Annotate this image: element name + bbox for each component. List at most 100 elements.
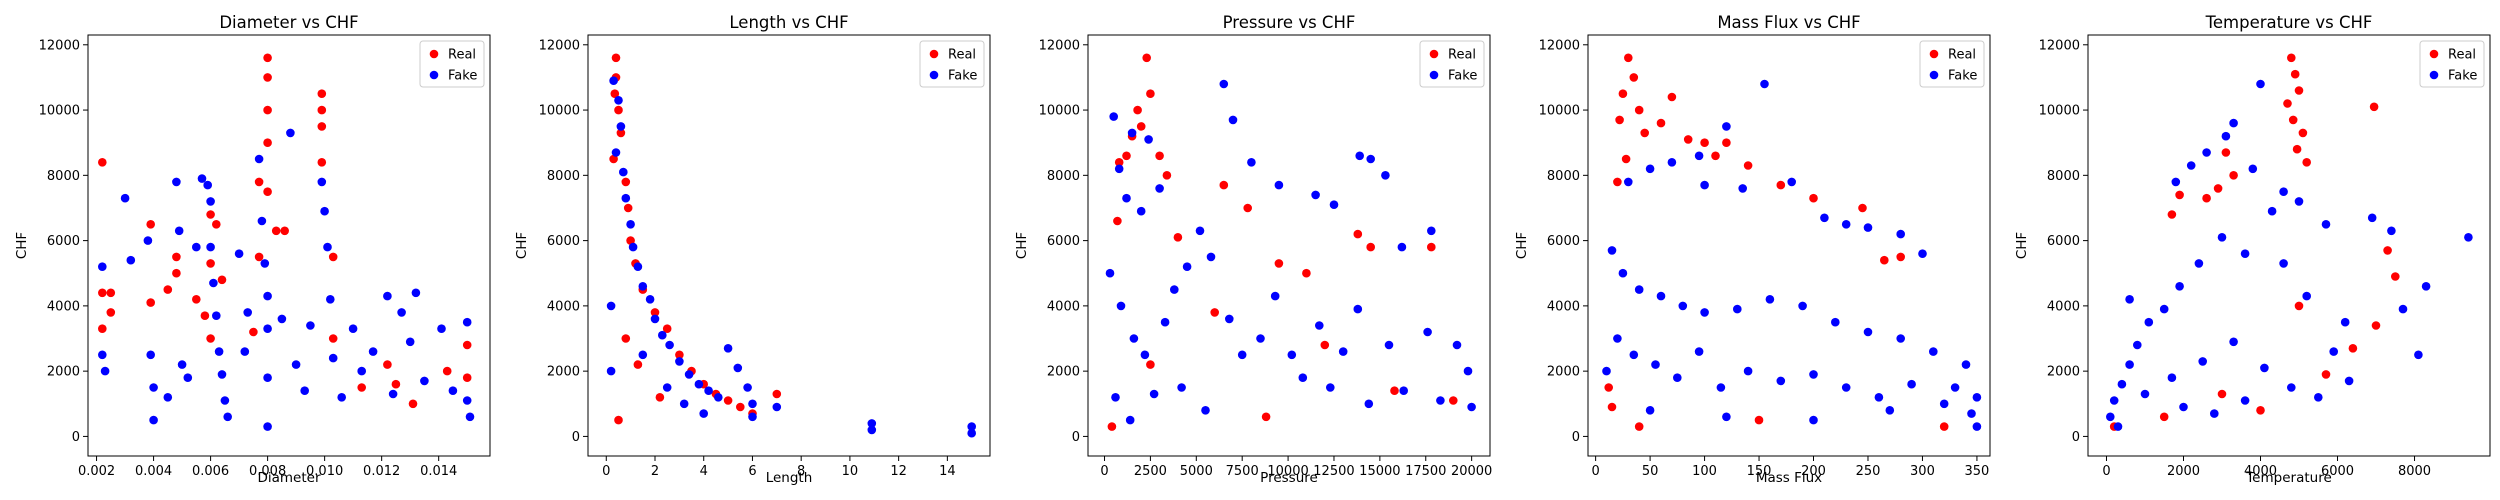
scatter-point-real — [1122, 151, 1131, 161]
scatter-point-fake — [149, 415, 158, 425]
scatter-point-real — [212, 220, 221, 229]
scatter-point-fake — [633, 262, 643, 272]
scatter-point-fake — [2140, 389, 2150, 399]
x-tick-label: 8 — [797, 464, 805, 479]
scatter-point-fake — [1967, 409, 1976, 418]
scatter-point-fake — [146, 350, 155, 360]
scatter-point-real — [1776, 180, 1786, 190]
chart-title: Mass Flux vs CHF — [1717, 13, 1860, 32]
scatter-point-fake — [619, 167, 628, 177]
scatter-point-fake — [260, 259, 270, 268]
scatter-point-fake — [437, 324, 446, 334]
scatter-point-real — [614, 105, 623, 115]
scatter-point-fake — [2113, 422, 2123, 431]
legend-marker-real — [2429, 49, 2439, 59]
scatter-point-fake — [2260, 363, 2269, 373]
x-tick-label: 0 — [1591, 464, 1599, 479]
legend-marker-fake — [429, 70, 439, 80]
scatter-point-fake — [2159, 304, 2169, 314]
scatter-point-real — [254, 177, 264, 187]
scatter-point-fake — [723, 344, 733, 353]
scatter-point-real — [1809, 193, 1818, 203]
scatter-point-fake — [1618, 268, 1628, 278]
scatter-point-fake — [1170, 285, 1179, 294]
scatter-point-fake — [383, 291, 392, 301]
y-tick-label: 4000 — [2047, 299, 2080, 314]
scatter-point-fake — [462, 396, 472, 405]
x-tick-label: 5000 — [1180, 464, 1213, 479]
scatter-point-fake — [1694, 347, 1704, 356]
scatter-point-fake — [1885, 406, 1895, 415]
scatter-point-fake — [1364, 399, 1374, 409]
scatter-point-real — [1700, 138, 1709, 147]
scatter-point-real — [1667, 92, 1677, 102]
scatter-point-fake — [1874, 393, 1884, 402]
y-tick-label: 12000 — [1539, 38, 1580, 53]
scatter-point-real — [662, 324, 672, 334]
series-real — [98, 53, 472, 409]
x-tick-label: 2500 — [1134, 464, 1167, 479]
axes-frame — [1587, 34, 1991, 457]
scatter-point-real — [1146, 360, 1155, 369]
scatter-point-fake — [1765, 295, 1775, 304]
scatter-point-fake — [2344, 376, 2354, 386]
scatter-point-real — [1113, 216, 1122, 226]
scatter-point-fake — [1809, 415, 1818, 425]
legend-label-real: Real — [448, 48, 476, 63]
scatter-point-fake — [1114, 164, 1124, 174]
scatter-point-fake — [1136, 206, 1146, 216]
x-tick-label: 0.012 — [363, 464, 400, 479]
scatter-point-fake — [1436, 396, 1445, 405]
y-tick-label: 12000 — [539, 38, 580, 53]
x-tick-label: 10 — [842, 464, 859, 479]
scatter-point-real — [1173, 233, 1183, 242]
scatter-point-real — [2159, 412, 2169, 422]
scatter-point-real — [1858, 203, 1867, 213]
scatter-point-fake — [1798, 301, 1807, 311]
scatter-point-fake — [1315, 321, 1324, 330]
scatter-point-fake — [2464, 233, 2473, 242]
scatter-point-fake — [462, 317, 472, 327]
scatter-point-fake — [772, 402, 782, 412]
y-tick-label: 10000 — [1039, 104, 1080, 119]
scatter-point-real — [106, 288, 116, 298]
scatter-point-real — [98, 324, 107, 334]
x-tick-label: 15000 — [1359, 464, 1400, 479]
scatter-point-fake — [606, 301, 616, 311]
scatter-point-fake — [323, 242, 332, 252]
scatter-point-fake — [1182, 262, 1192, 272]
scatter-point-fake — [1105, 268, 1115, 278]
scatter-point-real — [2256, 406, 2265, 415]
y-axis-label: CHF — [1014, 232, 1030, 259]
scatter-point-fake — [120, 193, 130, 203]
scatter-point-fake — [1787, 177, 1796, 187]
scatter-point-real — [1261, 412, 1271, 422]
scatter-point-fake — [2194, 259, 2204, 268]
scatter-point-real — [2383, 246, 2392, 255]
scatter-point-fake — [616, 122, 626, 131]
legend: Real Fake — [2419, 40, 2485, 88]
scatter-point-real — [1754, 415, 1764, 425]
scatter-point-fake — [328, 353, 338, 363]
y-tick-label: 12000 — [1039, 38, 1080, 53]
scatter-point-fake — [1270, 291, 1280, 301]
scatter-point-real — [2217, 389, 2227, 399]
scatter-point-real — [1711, 151, 1720, 161]
scatter-point-fake — [286, 128, 295, 138]
chart-title: Diameter vs CHF — [219, 13, 358, 32]
series-real — [1604, 53, 1949, 431]
y-tick-label: 6000 — [2047, 234, 2080, 249]
scatter-point-fake — [1700, 180, 1709, 190]
scatter-point-fake — [2279, 187, 2288, 196]
scatter-point-real — [1939, 422, 1949, 431]
y-tick-label: 10000 — [539, 104, 580, 119]
scatter-point-fake — [2398, 304, 2408, 314]
axes-frame — [2087, 34, 2491, 457]
scatter-point-fake — [1140, 350, 1150, 360]
scatter-point-fake — [638, 282, 648, 291]
scatter-point-fake — [748, 412, 757, 422]
y-tick-label: 0 — [572, 430, 580, 445]
legend-label-real: Real — [2448, 48, 2476, 63]
scatter-point-fake — [177, 360, 187, 369]
